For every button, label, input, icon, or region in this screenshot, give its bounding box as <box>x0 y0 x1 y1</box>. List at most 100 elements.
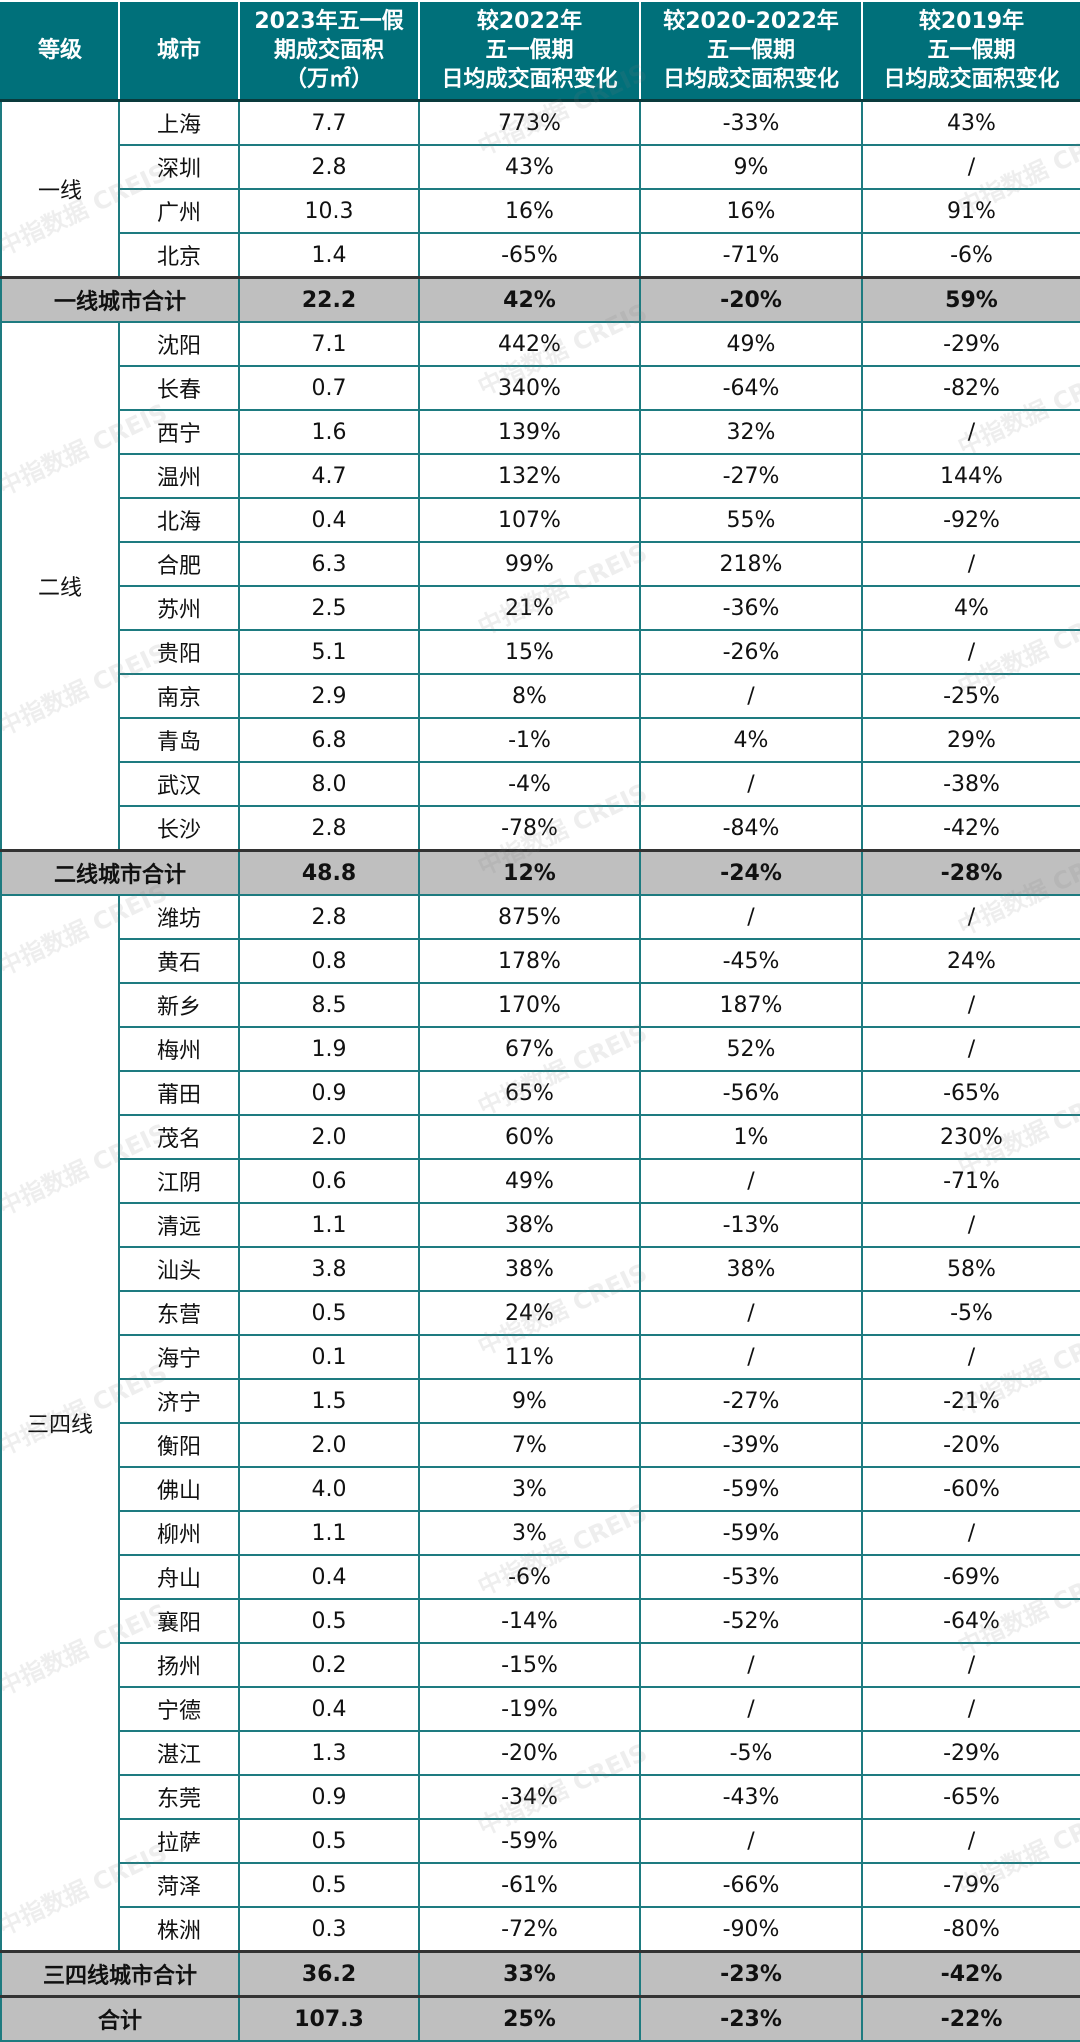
table-row: 舟山 0.4 -6% -53% -69% <box>1 1554 1080 1600</box>
city-cell: 东营 <box>118 1290 240 1336</box>
city-cell: 柳州 <box>118 1510 240 1556</box>
area-cell: 1.5 <box>238 1378 420 1424</box>
vs-2022-cell: 132% <box>418 453 641 499</box>
vs-2019-cell: 58% <box>861 1246 1080 1292</box>
vs-2022-cell: 60% <box>418 1114 641 1160</box>
city-cell: 沈阳 <box>118 321 240 367</box>
vs-2019-cell: / <box>861 1642 1080 1688</box>
tier-cell: 三四线 <box>0 894 120 1953</box>
vs-2019-cell: / <box>861 1510 1080 1556</box>
vs-2022-cell: 15% <box>418 629 641 675</box>
table-row: 济宁 1.5 9% -27% -21% <box>1 1378 1080 1424</box>
subtotal-value: -24% <box>639 849 863 896</box>
vs-2020-2022-cell: -52% <box>639 1598 863 1644</box>
vs-2019-cell: 43% <box>861 99 1080 146</box>
header-cell: 较2020-2022年 五一假期 日均成交面积变化 <box>639 0 863 102</box>
vs-2022-cell: -65% <box>418 232 641 279</box>
subtotal-value: 48.8 <box>238 849 420 896</box>
area-cell: 7.7 <box>238 99 420 146</box>
vs-2022-cell: -72% <box>418 1906 641 1953</box>
area-cell: 0.5 <box>238 1862 420 1908</box>
area-cell: 2.9 <box>238 673 420 719</box>
city-cell: 株洲 <box>118 1906 240 1953</box>
vs-2020-2022-cell: 187% <box>639 982 863 1028</box>
vs-2019-cell: -21% <box>861 1378 1080 1424</box>
vs-2020-2022-cell: -43% <box>639 1774 863 1820</box>
table-row: 江阴 0.6 49% / -71% <box>1 1158 1080 1204</box>
vs-2020-2022-cell: -45% <box>639 938 863 984</box>
vs-2019-cell: / <box>861 144 1080 190</box>
header-label: 等级 <box>37 38 82 63</box>
city-cell: 江阴 <box>118 1158 240 1204</box>
area-cell: 0.5 <box>238 1598 420 1644</box>
vs-2022-cell: 11% <box>418 1334 641 1380</box>
table-row: 贵阳 5.1 15% -26% / <box>1 629 1080 675</box>
city-cell: 长春 <box>118 365 240 411</box>
area-cell: 1.6 <box>238 409 420 455</box>
vs-2019-cell: / <box>861 409 1080 455</box>
vs-2020-2022-cell: 9% <box>639 144 863 190</box>
vs-2019-cell: / <box>861 1334 1080 1380</box>
vs-2019-cell: 4% <box>861 585 1080 631</box>
table-row: 青岛 6.8 -1% 4% 29% <box>1 717 1080 763</box>
vs-2019-cell: -42% <box>861 805 1080 852</box>
vs-2022-cell: -34% <box>418 1774 641 1820</box>
vs-2020-2022-cell: -56% <box>639 1070 863 1116</box>
area-cell: 0.4 <box>238 497 420 543</box>
city-cell: 衡阳 <box>118 1422 240 1468</box>
table-row: 莆田 0.9 65% -56% -65% <box>1 1070 1080 1116</box>
vs-2020-2022-cell: -36% <box>639 585 863 631</box>
area-cell: 8.5 <box>238 982 420 1028</box>
vs-2019-cell: / <box>861 982 1080 1028</box>
vs-2019-cell: -71% <box>861 1158 1080 1204</box>
tier-cell: 一线 <box>0 99 120 279</box>
vs-2019-cell: -92% <box>861 497 1080 543</box>
table-row: 佛山 4.0 3% -59% -60% <box>1 1466 1080 1512</box>
vs-2022-cell: 170% <box>418 982 641 1028</box>
grand-total-label: 合计 <box>0 1995 240 2042</box>
subtotal-row: 三四线城市合计 36.2 33% -23% -42% <box>0 1950 1080 1998</box>
header-label: 较2019年 五一假期 日均成交面积变化 <box>883 9 1060 92</box>
area-cell: 10.3 <box>238 188 420 234</box>
area-cell: 2.0 <box>238 1422 420 1468</box>
area-cell: 0.1 <box>238 1334 420 1380</box>
table-row: 北海 0.4 107% 55% -92% <box>1 497 1080 543</box>
vs-2020-2022-cell: -90% <box>639 1906 863 1953</box>
city-cell: 贵阳 <box>118 629 240 675</box>
subtotal-label: 三四线城市合计 <box>0 1950 240 1998</box>
table-row: 南京 2.9 8% / -25% <box>1 673 1080 719</box>
table-row: 北京 1.4 -65% -71% -6% <box>1 232 1080 279</box>
table-row: 湛江 1.3 -20% -5% -29% <box>1 1730 1080 1776</box>
tier-cell: 二线 <box>0 321 120 852</box>
vs-2022-cell: 38% <box>418 1202 641 1248</box>
vs-2019-cell: -65% <box>861 1774 1080 1820</box>
vs-2020-2022-cell: 52% <box>639 1026 863 1072</box>
header-label: 2023年五一假 期成交面积 （万㎡） <box>254 9 404 92</box>
subtotal-value: 42% <box>418 276 641 323</box>
city-cell: 湛江 <box>118 1730 240 1776</box>
vs-2019-cell: / <box>861 541 1080 587</box>
table-row: 扬州 0.2 -15% / / <box>1 1642 1080 1688</box>
vs-2019-cell: / <box>861 1686 1080 1732</box>
vs-2022-cell: -19% <box>418 1686 641 1732</box>
header-label: 较2020-2022年 五一假期 日均成交面积变化 <box>662 9 839 92</box>
city-cell: 武汉 <box>118 761 240 807</box>
vs-2019-cell: -6% <box>861 232 1080 279</box>
subtotal-value: 12% <box>418 849 641 896</box>
vs-2020-2022-cell: -27% <box>639 453 863 499</box>
header-cell: 较2019年 五一假期 日均成交面积变化 <box>861 0 1080 102</box>
vs-2019-cell: / <box>861 1818 1080 1864</box>
vs-2022-cell: 43% <box>418 144 641 190</box>
area-cell: 1.1 <box>238 1510 420 1556</box>
city-cell: 扬州 <box>118 1642 240 1688</box>
city-cell: 莆田 <box>118 1070 240 1116</box>
header-cell: 2023年五一假 期成交面积 （万㎡） <box>238 0 420 102</box>
area-cell: 2.8 <box>238 144 420 190</box>
table-row: 深圳 2.8 43% 9% / <box>1 144 1080 190</box>
city-cell: 北京 <box>118 232 240 279</box>
grand-total-value: -23% <box>639 1995 863 2042</box>
vs-2022-cell: -59% <box>418 1818 641 1864</box>
area-cell: 0.5 <box>238 1818 420 1864</box>
vs-2019-cell: -25% <box>861 673 1080 719</box>
table-body: 一线 上海 7.7 773% -33% 43% 深圳 2.8 43% 9% / 广州 10.3 16% 16… <box>0 99 1080 2042</box>
